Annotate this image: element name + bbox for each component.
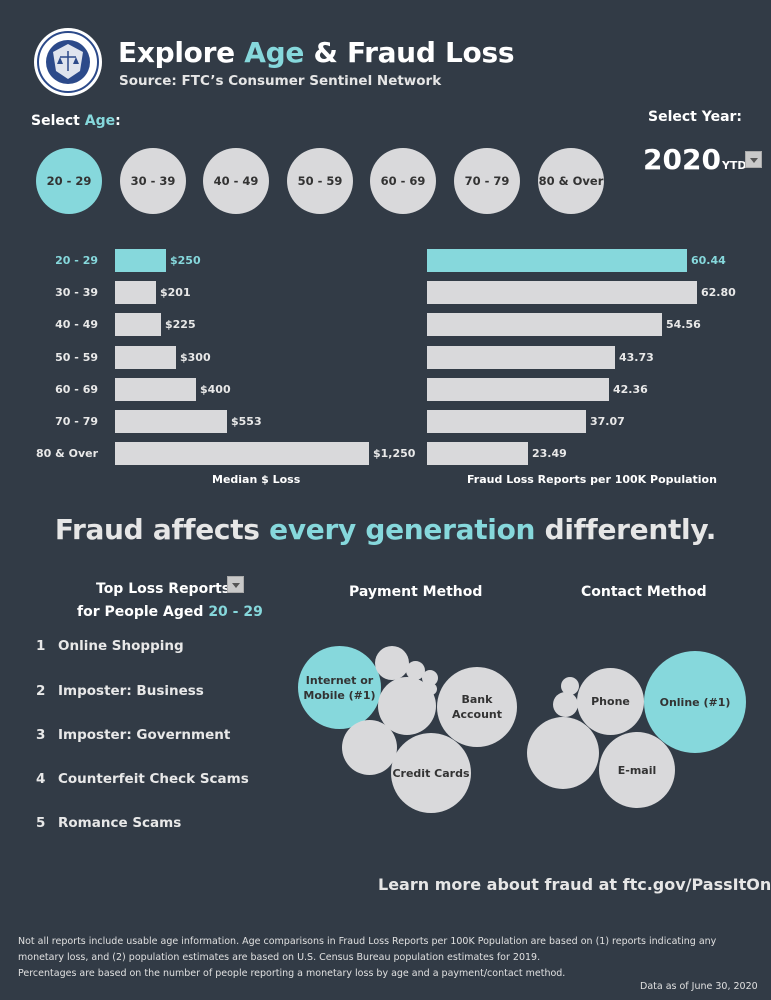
median-bar-value-label: $400 — [200, 382, 231, 396]
reports-bar[interactable] — [427, 377, 609, 401]
data-as-of: Data as of June 30, 2020 — [640, 981, 758, 992]
reports-bar-value-label: 62.80 — [701, 286, 736, 300]
loss-item: 4 Counterfeit Check Scams — [36, 771, 249, 787]
age-button-30-39[interactable]: 30 - 39 — [120, 148, 186, 214]
bubble-payment-small[interactable] — [406, 661, 425, 680]
reports-bar[interactable] — [427, 281, 697, 305]
tagline: Fraud affects every generation different… — [54, 513, 717, 546]
payment-method-title: Payment Method — [349, 584, 483, 600]
median-bar[interactable] — [115, 345, 176, 369]
age-button-20-29[interactable]: 20 - 29 — [36, 148, 102, 214]
reports-axis-label: Fraud Loss Reports per 100K Population — [467, 473, 717, 486]
reports-bar-value-label: 43.73 — [619, 350, 654, 364]
age-button-40-49[interactable]: 40 - 49 — [203, 148, 269, 214]
age-button-60-69[interactable]: 60 - 69 — [370, 148, 436, 214]
page-subtitle: Source: FTC’s Consumer Sentinel Network — [119, 73, 442, 89]
loss-item: 2 Imposter: Business — [36, 683, 204, 699]
reports-bar[interactable] — [427, 442, 528, 466]
age-category-label: 40 - 49 — [55, 318, 98, 332]
age-button-70-79[interactable]: 70 - 79 — [454, 148, 520, 214]
bubble-credit-cards[interactable]: Credit Cards — [391, 733, 471, 813]
select-age-label: Select Age: — [31, 113, 121, 129]
loss-item: 3 Imposter: Government — [36, 727, 231, 743]
age-button-50-59[interactable]: 50 - 59 — [287, 148, 353, 214]
year-dropdown-button[interactable] — [745, 151, 762, 168]
selected-year: 2020YTD — [643, 143, 747, 176]
top-loss-dropdown-button[interactable] — [227, 576, 244, 593]
median-bar-value-label: $553 — [231, 415, 262, 428]
reports-bar[interactable] — [427, 345, 615, 369]
age-button-80-over[interactable]: 80 & Over — [538, 148, 604, 214]
reports-bar-value-label: 42.36 — [613, 382, 648, 396]
loss-item: 5 Romance Scams — [36, 815, 182, 831]
footnote: Not all reports include usable age infor… — [18, 936, 717, 979]
bubble-online[interactable]: Online (#1) — [644, 651, 746, 753]
median-loss-axis-label: Median $ Loss — [212, 473, 301, 486]
reports-bar-value-label: 60.44 — [691, 254, 726, 267]
bubble-payment-small[interactable] — [375, 646, 409, 680]
reports-bar[interactable] — [427, 410, 586, 433]
bubble-phone[interactable]: Phone — [577, 668, 644, 735]
median-bar-value-label: $225 — [165, 318, 196, 332]
bubble-email[interactable]: E-mail — [599, 732, 675, 808]
bubble-internet-mobile[interactable]: Internet or Mobile (#1) — [298, 646, 381, 729]
bubble-contact-small[interactable] — [553, 692, 578, 717]
page-title: Explore Age & Fraud Loss — [118, 36, 515, 69]
age-category-label: 20 - 29 — [55, 254, 98, 267]
bubble-contact-small[interactable] — [561, 677, 579, 695]
ftc-seal-logo — [33, 27, 103, 97]
loss-item: 1 Online Shopping — [36, 638, 184, 654]
reports-bar-value-label: 54.56 — [666, 318, 701, 332]
learn-more-link[interactable]: Learn more about fraud at ftc.gov/PassIt… — [378, 875, 771, 894]
reports-bar[interactable] — [427, 313, 662, 337]
median-bar-value-label: $250 — [170, 254, 201, 267]
bubble-bank-account[interactable]: Bank Account — [437, 667, 517, 747]
median-bar[interactable] — [115, 249, 166, 272]
median-bar[interactable] — [115, 377, 196, 401]
age-category-label: 80 & Over — [36, 447, 98, 461]
age-category-label: 30 - 39 — [55, 286, 98, 300]
median-bar-value-label: $201 — [160, 286, 191, 300]
reports-bar[interactable] — [427, 249, 687, 272]
age-category-label: 60 - 69 — [55, 382, 98, 396]
age-category-label: 50 - 59 — [55, 350, 98, 364]
top-loss-title: Top Loss Reports for People Aged 20 - 29 — [77, 581, 263, 620]
reports-bar-value-label: 23.49 — [532, 447, 567, 461]
bubble-contact-medium[interactable] — [527, 717, 599, 789]
median-bar[interactable] — [115, 410, 227, 433]
select-year-label: Select Year: — [648, 109, 743, 125]
bubble-payment-small[interactable] — [422, 670, 438, 686]
median-bar-value-label: $300 — [180, 350, 211, 364]
reports-bar-value-label: 37.07 — [590, 415, 625, 428]
bubble-payment-medium[interactable] — [342, 720, 397, 775]
median-bar[interactable] — [115, 313, 161, 337]
contact-method-title: Contact Method — [581, 584, 707, 600]
median-bar[interactable] — [115, 442, 369, 466]
bubble-payment-medium[interactable] — [378, 677, 436, 735]
age-category-label: 70 - 79 — [55, 415, 98, 428]
median-bar-value-label: $1,250 — [373, 447, 416, 461]
median-bar[interactable] — [115, 281, 156, 305]
